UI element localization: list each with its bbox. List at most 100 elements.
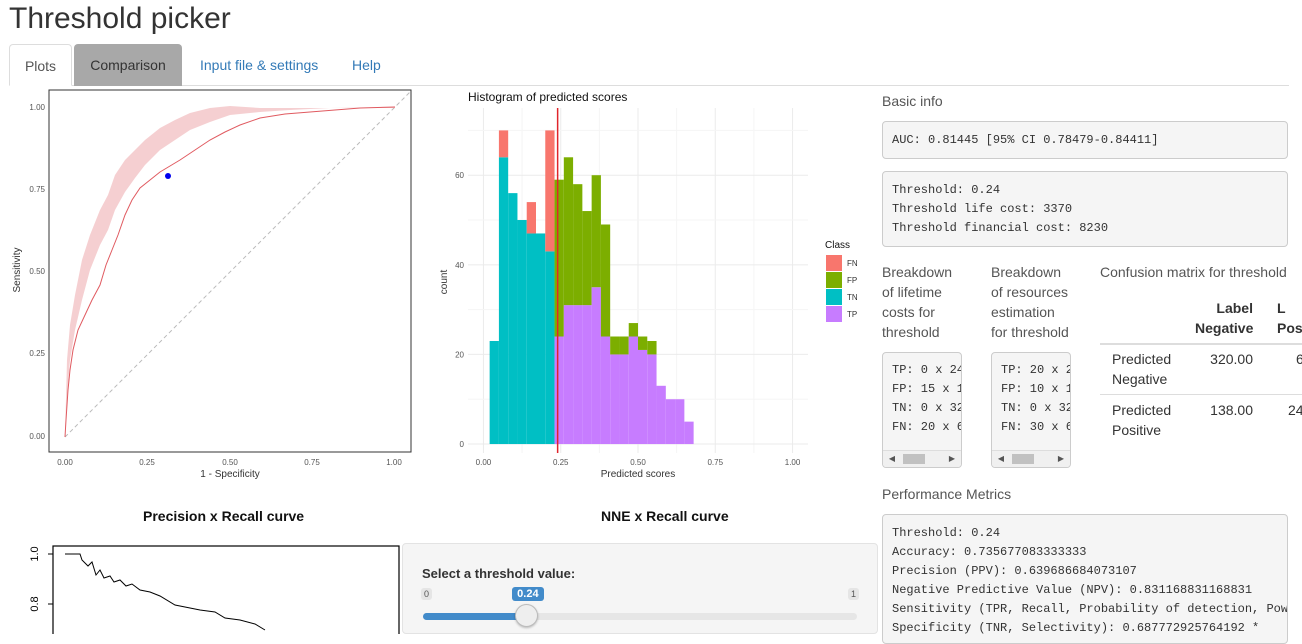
- scroll-left-icon[interactable]: ◀: [997, 454, 1005, 463]
- hist-xtick: 0.25: [553, 458, 569, 467]
- histogram-plot: Histogram of predicted scores 0 20 40 60…: [439, 90, 858, 480]
- hist-xtick: 0.00: [476, 458, 492, 467]
- breakdown-resources-line: TN: 0 x 32: [1001, 401, 1071, 415]
- threshold-slider-panel: Select a threshold value: 0 1 0.24: [402, 543, 878, 634]
- slider-fill: [423, 613, 528, 620]
- histogram-xlabel: Predicted scores: [601, 469, 675, 480]
- life-cost-text: Threshold life cost: 3370: [892, 202, 1073, 216]
- performance-metrics-output: Threshold: 0.24 Accuracy: 0.7356770833333…: [882, 514, 1288, 644]
- hist-bar-tp: [600, 336, 611, 445]
- scroll-right-icon[interactable]: ▶: [948, 454, 956, 463]
- legend-title: Class: [825, 240, 850, 251]
- breakdown-resources-line: FN: 30 x 6: [1001, 420, 1071, 434]
- slider-label: Select a threshold value:: [422, 566, 576, 581]
- slider-min-label: 0: [421, 588, 433, 600]
- breakdown-resources-label: Breakdown of resources estimation for th…: [991, 262, 1069, 342]
- cm-header-line: Pos: [1277, 320, 1302, 336]
- roc-plot-panel: [48, 89, 412, 453]
- legend-swatch-tp: [826, 306, 842, 322]
- hist-bar-tp: [628, 336, 638, 445]
- slider-value-badge: 0.24: [512, 587, 544, 601]
- histogram-bars: [489, 130, 694, 445]
- hist-bar-fp: [563, 157, 574, 306]
- hist-xtick: 0.50: [630, 458, 646, 467]
- breakdown-life-label-line: of lifetime: [882, 284, 942, 300]
- basic-info-title: Basic info: [882, 93, 943, 109]
- cm-header-line: Label: [1216, 300, 1253, 316]
- hist-bar-tp: [610, 354, 620, 445]
- hist-xtick: 1.00: [785, 458, 801, 467]
- hist-ytick: 40: [455, 261, 464, 270]
- cm-header-negative: Label Negative: [1195, 298, 1253, 338]
- legend-label-tp: TP: [847, 310, 857, 319]
- breakdown-life-label: Breakdown of lifetime costs for threshol…: [882, 262, 952, 342]
- scroll-thumb[interactable]: [1012, 454, 1034, 464]
- roc-curve: [64, 106, 396, 438]
- breakdown-life-line: FP: 15 x 1: [892, 382, 962, 396]
- scroll-thumb[interactable]: [903, 454, 925, 464]
- breakdown-resources-output[interactable]: TP: 20 x 2 FP: 10 x 1 TN: 0 x 32 FN: 30 x 6…: [991, 352, 1071, 468]
- scroll-left-icon[interactable]: ◀: [888, 454, 896, 463]
- legend-swatch-fp: [826, 272, 842, 288]
- cm-header-line: L: [1277, 300, 1286, 316]
- hist-bar-fp: [591, 175, 601, 288]
- slider-track[interactable]: [423, 613, 857, 620]
- roc-plot: 1.00 0.75 0.50 0.25 0.00 0.00 0.25 0.50 …: [12, 89, 412, 480]
- tab-comparison[interactable]: Comparison: [74, 44, 182, 86]
- slider-handle[interactable]: [515, 604, 539, 627]
- hist-bar-fp: [573, 184, 583, 306]
- cm-cell: 24: [1288, 402, 1302, 418]
- cm-header-positive: L Pos: [1277, 298, 1302, 338]
- cm-header-line: Negative: [1195, 320, 1254, 336]
- hist-bar-tn: [536, 233, 546, 445]
- threshold-text: Threshold: 0.24: [892, 183, 1001, 197]
- hist-bar-fp: [647, 340, 657, 355]
- hist-bar-fp: [554, 179, 564, 337]
- pr-curve-title: Precision x Recall curve: [143, 508, 305, 524]
- breakdown-life-output[interactable]: TP: 0 x 24 FP: 15 x 1 TN: 0 x 32 FN: 20 x 6…: [882, 352, 962, 468]
- breakdown-life-label-line: Breakdown: [882, 264, 953, 280]
- hist-bar-tn: [545, 251, 555, 445]
- histogram-title: Histogram of predicted scores: [468, 90, 627, 104]
- breakdown-resources-label-line: for threshold: [991, 324, 1069, 340]
- scroll-right-icon[interactable]: ▶: [1057, 454, 1065, 463]
- roc-xtick: 0.25: [139, 458, 155, 467]
- breakdown-resources-label-line: of resources: [991, 284, 1069, 300]
- hist-ytick: 20: [455, 350, 464, 359]
- roc-threshold-marker[interactable]: [165, 173, 171, 179]
- pr-curve: [65, 553, 266, 631]
- financial-cost-text: Threshold financial cost: 8230: [892, 221, 1109, 235]
- cm-cell: 138.00: [1210, 402, 1253, 418]
- hist-bar-fn: [545, 130, 555, 252]
- hist-bar-tp: [573, 305, 583, 445]
- breakdown-resources-line: TP: 20 x 2: [1001, 363, 1071, 377]
- legend-label-tn: TN: [847, 293, 858, 302]
- tab-bar: Plots Comparison Input file & settings H…: [9, 44, 1289, 86]
- horizontal-scrollbar[interactable]: ◀ ▶: [883, 450, 961, 467]
- performance-line: Threshold: 0.24: [892, 526, 1001, 540]
- hist-bar-tp: [563, 305, 574, 445]
- roc-xtick: 0.50: [222, 458, 238, 467]
- breakdown-life-line: TP: 0 x 24: [892, 363, 962, 377]
- hist-bar-tp: [665, 399, 676, 445]
- hist-bar-fn: [526, 202, 536, 234]
- breakdown-life-label-line: threshold: [882, 324, 940, 340]
- confusion-matrix-title: Confusion matrix for threshold: [1100, 264, 1287, 280]
- hist-bar-tp: [638, 349, 648, 445]
- roc-xtick: 0.75: [304, 458, 320, 467]
- hist-bar-fp: [638, 336, 648, 350]
- hist-xtick: 0.75: [707, 458, 723, 467]
- cm-row-label: Predicted Negative: [1112, 349, 1171, 389]
- roc-ytick: 0.50: [29, 267, 45, 276]
- tab-plots[interactable]: Plots: [9, 44, 72, 86]
- horizontal-scrollbar[interactable]: ◀ ▶: [992, 450, 1070, 467]
- legend-swatch-tn: [826, 289, 842, 305]
- slider-max-label: 1: [848, 588, 860, 600]
- pr-plot-panel: [52, 545, 400, 634]
- tab-help[interactable]: Help: [352, 57, 381, 73]
- roc-ytick: 0.75: [29, 185, 45, 194]
- hist-ytick: 0: [460, 440, 465, 449]
- hist-bar-tp: [582, 305, 592, 445]
- tab-input-file-settings[interactable]: Input file & settings: [200, 57, 319, 73]
- legend-label-fn: FN: [847, 259, 858, 268]
